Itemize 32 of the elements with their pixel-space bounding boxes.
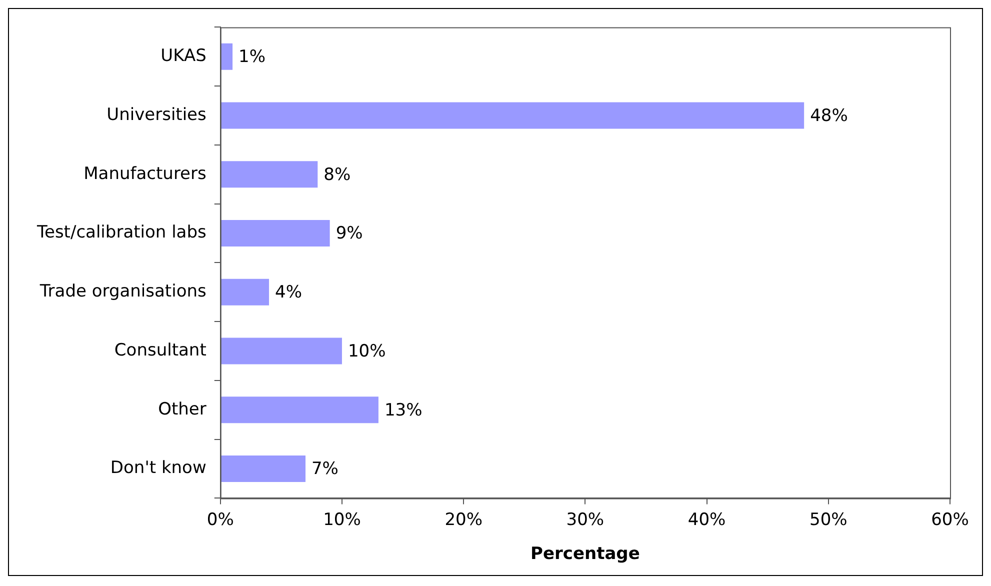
bar [220, 220, 330, 247]
x-tick-label: 60% [931, 510, 969, 530]
data-label: 4% [275, 282, 302, 303]
y-tick-label: Other [158, 399, 206, 420]
y-tick-label: Test/calibration labs [36, 222, 207, 243]
x-tick-label: 20% [444, 510, 482, 530]
data-label: 1% [238, 47, 266, 68]
bar [220, 161, 318, 188]
x-tick-label: 50% [809, 510, 848, 530]
bar [220, 396, 378, 424]
data-label: 9% [336, 224, 363, 244]
bar [220, 102, 804, 129]
data-label: 48% [810, 106, 848, 126]
data-label: 8% [324, 164, 351, 185]
y-tick-label: Don't know [110, 458, 206, 478]
bar [220, 338, 342, 364]
x-tick-label: 30% [566, 510, 604, 530]
data-label: 7% [311, 459, 338, 480]
y-tick-label: Universities [106, 104, 207, 125]
x-tick-label: 40% [688, 510, 726, 530]
x-axis-title: Percentage [530, 544, 640, 564]
data-label: 13% [384, 400, 422, 420]
bar [220, 278, 270, 306]
data-label: 10% [348, 341, 386, 362]
y-tick-label: Consultant [114, 340, 207, 360]
bar [220, 456, 306, 482]
y-tick-label: UKAS [160, 46, 206, 66]
x-tick-label: 0% [206, 510, 234, 530]
y-tick-label: Manufacturers [84, 164, 207, 184]
bar [220, 43, 233, 70]
y-tick-label: Trade organisations [38, 282, 206, 302]
x-tick-label: 10% [323, 510, 361, 530]
